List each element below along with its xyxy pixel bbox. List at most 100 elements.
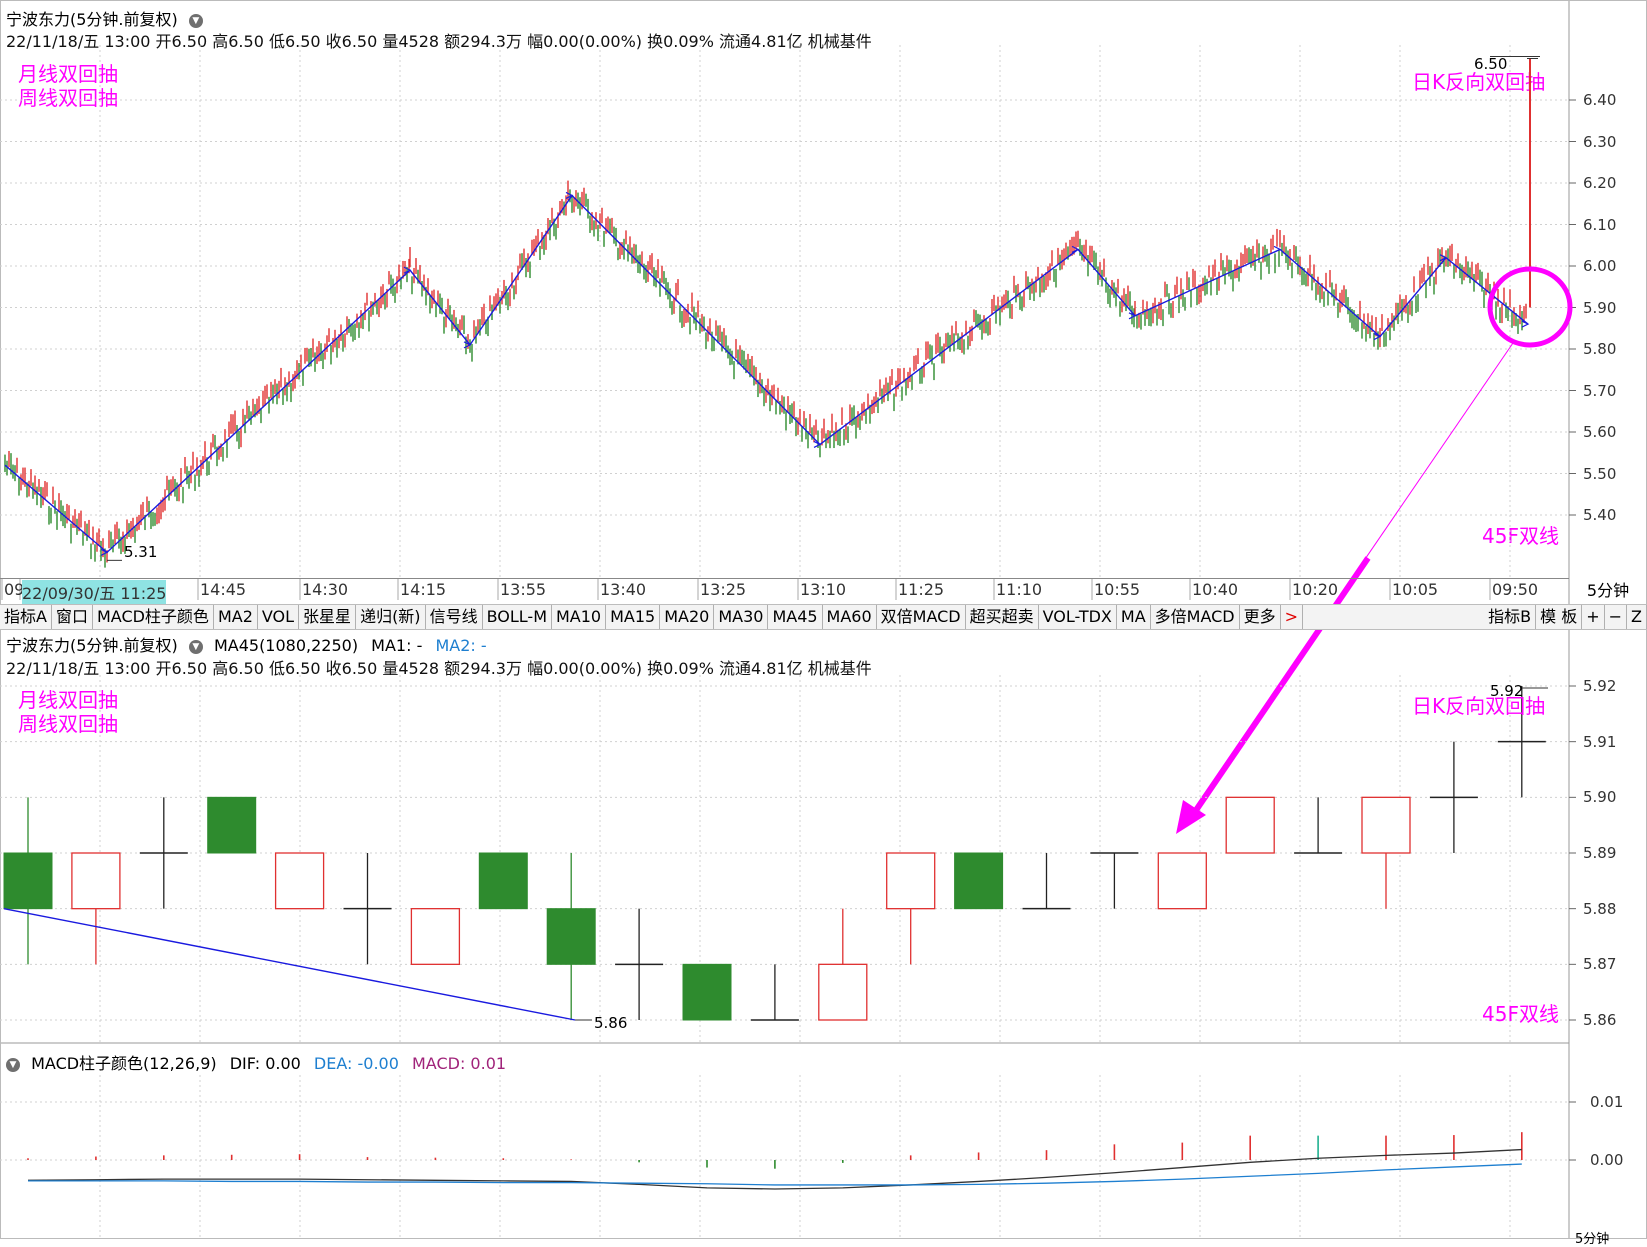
toolbar-item[interactable]: MA60 xyxy=(823,605,877,629)
toolbar-item[interactable]: 张星星 xyxy=(299,605,357,629)
toolbar-item[interactable]: 双倍MACD xyxy=(877,605,966,629)
ma2-label: MA2: - xyxy=(435,636,487,655)
time-tick-label: 10:20 xyxy=(1292,580,1339,599)
toolbar-item[interactable]: MA45 xyxy=(768,605,823,629)
time-axis xyxy=(0,578,1569,605)
time-tick-label: 22/09/30/五 11:25 xyxy=(22,580,167,604)
mid-candle-body xyxy=(71,852,121,910)
toolbar-item[interactable]: BOLL-M xyxy=(483,605,552,629)
price-tick-label: 6.20 xyxy=(1583,174,1617,192)
mid-high-price-label: 5.92 xyxy=(1490,682,1524,700)
toolbar-item[interactable]: MA2 xyxy=(214,605,258,629)
dea-label: DEA: -0.00 xyxy=(313,1054,399,1073)
annotation-day-k: 日K反向双回抽 xyxy=(1412,70,1546,94)
chevron-down-icon[interactable]: ▼ xyxy=(188,639,203,654)
mid-price-tick-label: 5.86 xyxy=(1583,1011,1617,1029)
macd-title: MACD柱子颜色(12,26,9) xyxy=(31,1054,217,1073)
toolbar-next-arrow[interactable]: > xyxy=(1281,605,1304,629)
mid-price-tick-label: 5.89 xyxy=(1583,844,1617,862)
pivot-arrowhead xyxy=(1439,254,1448,262)
pivot-arrowhead xyxy=(813,440,822,448)
price-tick-label: 5.90 xyxy=(1583,298,1617,317)
price-tick-label: 5.40 xyxy=(1583,506,1617,524)
toolbar-item[interactable]: 指标A xyxy=(0,605,52,629)
toolbar-item[interactable]: MA20 xyxy=(660,605,715,629)
quote-info-line: 22/11/18/五 13:00 开6.50 高6.50 低6.50 收6.50… xyxy=(6,32,872,51)
pivot-arrowhead xyxy=(1521,320,1530,328)
toolbar-item[interactable]: 多倍MACD xyxy=(1151,605,1240,629)
mid-low-price-label: 5.86 xyxy=(594,1014,628,1032)
mid-stock-title: 宁波东力(5分钟.前复权) xyxy=(6,636,178,655)
toolbar-right-item[interactable]: 模 板 xyxy=(1536,605,1583,629)
toolbar-item[interactable]: VOL-TDX xyxy=(1039,605,1117,629)
mid-annotation-day-k: 日K反向双回抽 xyxy=(1412,694,1546,718)
macd-tick-label: 0.00 xyxy=(1590,1151,1624,1169)
stock-title: 宁波东力(5分钟.前复权) xyxy=(6,10,178,29)
pointer-arrowhead xyxy=(1176,800,1206,834)
toolbar-item[interactable]: 信号线 xyxy=(426,605,483,629)
mid-trend-line xyxy=(3,907,576,1021)
pivot-arrowhead xyxy=(1128,312,1137,320)
mid-price-tick-label: 5.88 xyxy=(1583,899,1617,918)
annotation-45f: 45F双线 xyxy=(1482,524,1559,548)
toolbar-spacer xyxy=(1303,605,1484,629)
mid-candle-body xyxy=(818,963,868,1021)
time-tick-label: 13:55 xyxy=(500,580,547,599)
toolbar-right-item[interactable]: − xyxy=(1605,605,1628,629)
mid-price-tick-label: 5.91 xyxy=(1583,732,1617,751)
mid-candle-body xyxy=(954,852,1004,910)
ma45-label: MA45(1080,2250) xyxy=(213,636,359,655)
pivot-arrowhead xyxy=(565,191,574,199)
top-title-row: 宁波东力(5分钟.前复权) ▼ xyxy=(6,6,203,30)
toolbar-right-item[interactable]: + xyxy=(1582,605,1605,629)
indicator-toolbar: 指标A 窗口 MACD柱子颜色 MA2 VOL 张星星 递归(新) 信号线 BOLL-M MA10… xyxy=(0,604,1647,630)
dif-label: DIF: 0.00 xyxy=(229,1054,301,1073)
toolbar-item[interactable]: 窗口 xyxy=(52,605,93,629)
mid-title-row: 宁波东力(5分钟.前复权) ▼ MA45(1080,2250) MA1: - M… xyxy=(6,632,487,656)
time-tick-label: 14:30 xyxy=(302,580,349,599)
mid-candle-body xyxy=(274,852,325,910)
price-tick-label: 6.30 xyxy=(1583,132,1617,151)
chevron-down-icon[interactable]: ▼ xyxy=(188,13,203,28)
time-tick-label: 11:10 xyxy=(996,580,1043,599)
toolbar-item[interactable]: 递归(新) xyxy=(356,605,426,629)
time-tick-label: 14:45 xyxy=(200,580,247,599)
pivot-arrowhead xyxy=(403,266,412,274)
price-tick-label: 5.60 xyxy=(1583,423,1617,441)
low-price-label: 5.31 xyxy=(124,543,158,561)
price-tick-label: 6.10 xyxy=(1583,215,1617,234)
toolbar-item[interactable]: MACD柱子颜色 xyxy=(93,605,214,629)
pivot-arrowhead xyxy=(463,341,472,349)
mid-candle-body xyxy=(3,852,53,910)
mid-price-tick-label: 5.90 xyxy=(1583,788,1617,807)
annotation-week-line: 周线双回抽 xyxy=(18,86,118,110)
ma1-label: MA1: - xyxy=(371,636,423,655)
period-selector[interactable]: 5分钟 xyxy=(1569,578,1647,604)
dif-line xyxy=(27,1148,1522,1190)
mid-candle-body xyxy=(410,908,461,965)
mid-annotation-month-line: 月线双回抽 xyxy=(18,688,118,712)
toolbar-right-item[interactable]: Z xyxy=(1627,605,1647,629)
toolbar-item[interactable]: MA10 xyxy=(552,605,607,629)
mid-candle-body xyxy=(886,852,936,910)
pivot-arrowhead xyxy=(100,548,109,556)
time-tick-label: 09 xyxy=(4,580,25,599)
macd-period-label: 5分钟 xyxy=(1575,1232,1610,1247)
price-tick-label: 5.70 xyxy=(1583,381,1617,400)
mid-candle-body xyxy=(546,908,596,965)
toolbar-right-item[interactable]: 指标B xyxy=(1484,605,1537,629)
pointer-thick-arrow xyxy=(1185,556,1371,824)
toolbar-item[interactable]: 超买超卖 xyxy=(966,605,1039,629)
time-tick-label: 11:25 xyxy=(898,580,945,599)
toolbar-item[interactable]: MA30 xyxy=(714,605,769,629)
high-price-label: 6.50 xyxy=(1474,55,1508,73)
toolbar-item[interactable]: MA xyxy=(1117,605,1151,629)
mid-candle-body xyxy=(207,796,257,854)
chevron-down-icon[interactable]: ▼ xyxy=(6,1057,20,1072)
toolbar-item[interactable]: VOL xyxy=(258,605,300,629)
time-tick-label: 13:10 xyxy=(800,580,847,599)
price-tick-label: 5.80 xyxy=(1583,340,1617,358)
mid-price-tick-label: 5.87 xyxy=(1583,955,1617,974)
toolbar-item[interactable]: MA15 xyxy=(606,605,661,629)
toolbar-item[interactable]: 更多 xyxy=(1240,605,1281,629)
